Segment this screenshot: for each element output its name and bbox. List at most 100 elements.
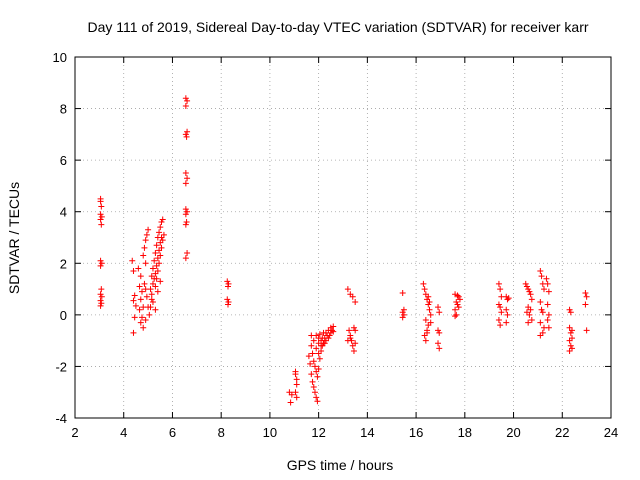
data-point [308,371,315,378]
y-tick-label: 4 [60,205,67,220]
data-point [308,342,315,349]
data-point [135,265,142,272]
data-point [182,95,189,102]
data-point [224,278,231,285]
data-point [152,249,159,256]
data-point [583,293,590,300]
data-point [314,398,321,405]
data-point [130,268,137,275]
data-point [136,283,143,290]
data-point [435,304,442,311]
data-point [182,211,189,218]
data-point [224,296,231,303]
data-point [131,314,138,321]
data-point [497,322,504,329]
data-point [142,237,149,244]
data-point [541,286,547,293]
data-point [346,327,353,334]
data-point [184,249,191,256]
data-point [420,280,427,287]
data-point [305,353,312,360]
data-point [344,337,351,344]
data-point [320,329,327,336]
data-point [495,280,502,287]
data-point [566,337,573,344]
data-point [293,394,300,401]
data-point [183,133,190,140]
data-point [455,304,462,311]
data-point [315,340,322,347]
data-point [435,340,442,347]
data-point [141,244,148,251]
y-tick-label: 10 [53,50,67,65]
data-point [567,342,574,349]
data-point [158,219,165,226]
data-point [288,391,295,398]
y-axis-label: SDTVAR / TECUs [6,182,22,294]
data-point [453,311,460,318]
y-tick-label: 8 [60,102,67,117]
data-point [149,265,156,272]
data-point [311,363,318,370]
data-point [498,309,505,316]
x-tick-label: 8 [218,425,225,440]
data-point [399,309,406,316]
data-point [537,332,544,339]
data-point [582,301,589,308]
data-point [148,291,155,298]
data-point [310,337,317,344]
data-point [425,293,432,300]
data-point [315,366,322,373]
data-point [160,231,167,238]
data-point [310,358,317,365]
data-point [129,257,136,264]
data-point [182,102,189,109]
data-point [152,306,159,313]
data-point [147,304,154,311]
data-point [149,298,156,305]
data-point [132,302,139,309]
plot-frame [74,56,612,419]
data-point [145,226,152,233]
data-point [350,324,357,331]
data-point [583,327,590,334]
data-point [143,231,150,238]
x-tick-label: 22 [555,425,569,440]
x-axis-label: GPS time / hours [287,457,394,473]
data-point [97,257,104,264]
data-point [97,291,104,298]
y-tick-label: 6 [60,153,67,168]
data-point [287,399,294,406]
data-point [436,345,443,352]
data-point [325,335,332,342]
data-point [98,286,105,293]
data-point [225,283,232,290]
data-point [153,242,160,249]
data-point [159,237,166,244]
x-tick-label: 20 [506,425,520,440]
data-point [184,128,191,135]
data-point [184,175,191,182]
data-point [326,332,333,339]
data-point [292,389,299,396]
data-point [582,289,589,296]
data-point [399,289,406,296]
data-point [130,329,137,336]
x-tick-label: 12 [311,425,325,440]
data-point [455,293,462,300]
data-point [307,360,314,367]
data-point [313,394,320,401]
data-point [310,384,317,391]
data-point [452,313,459,320]
data-point [98,213,105,220]
data-point [309,378,316,385]
data-point [436,329,443,336]
data-point [522,280,529,287]
data-point [454,301,461,308]
grid-lines [75,57,611,418]
data-point [545,311,552,318]
x-tick-label: 10 [263,425,277,440]
data-point [137,273,144,280]
